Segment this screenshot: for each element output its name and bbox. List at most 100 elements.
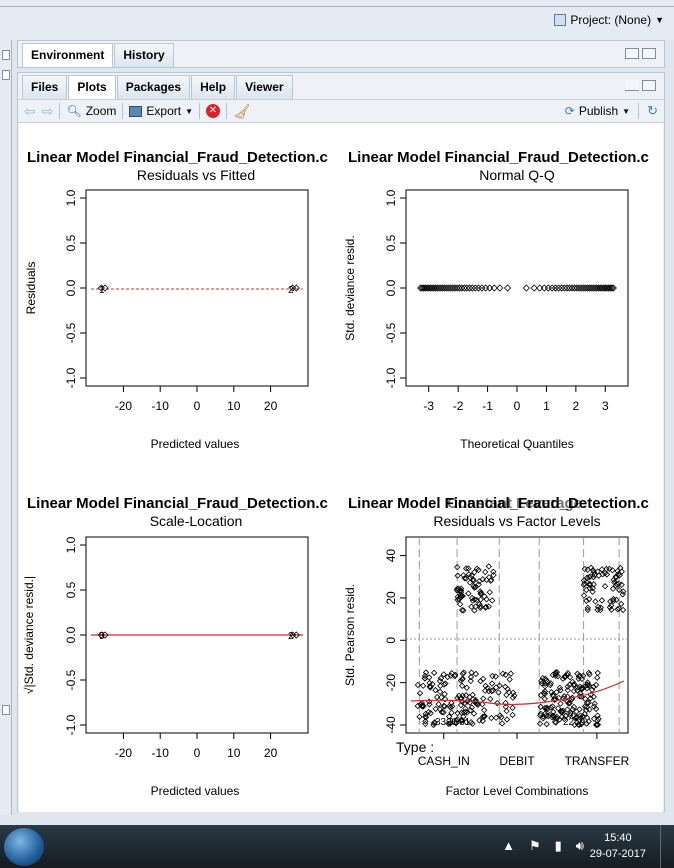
data-point [443,284,451,292]
tab-files[interactable]: Files [22,75,68,99]
data-point [576,683,584,690]
data-point [509,711,516,719]
data-point [578,721,585,728]
panel-subtitle: Scale-Location [150,513,243,529]
panel-overlap-title: Constant Leverage: [447,495,587,512]
y-tick-label: -0.5 [64,322,78,343]
data-point [477,588,484,595]
data-point [469,720,476,727]
data-point [422,714,429,721]
data-point [490,568,497,575]
data-point [567,711,574,719]
data-point [583,586,590,594]
data-point [542,675,549,682]
x-tick-label: 0 [514,399,521,413]
x-axis-label: Predicted values [151,784,240,798]
broom-icon[interactable]: 🧹︎ [233,102,251,119]
export-label: Export [146,104,182,118]
collapse-icon-2[interactable] [2,70,10,80]
data-point [474,701,482,708]
data-point [549,703,556,710]
data-point [509,694,517,701]
data-point [471,568,478,576]
data-point [458,284,466,292]
data-point [479,713,487,721]
data-point [591,700,598,707]
data-point [583,685,591,692]
tab-help[interactable]: Help [191,75,236,99]
flag-icon[interactable]: ⚑ [528,838,541,853]
remove-plot-icon[interactable]: ✕ [206,104,220,118]
data-point [614,606,621,613]
top-bar: Project: (None) ▼ [0,0,674,40]
data-point [592,681,600,689]
data-point [566,699,573,707]
data-point [492,673,499,680]
data-point [435,700,442,708]
restore-icon[interactable] [625,48,639,59]
data-point [597,604,604,611]
data-point [596,284,604,292]
y-tick-label: 0 [384,637,398,644]
tab-viewer[interactable]: Viewer [236,75,293,99]
network-icon[interactable]: ▮ [554,838,562,853]
tab-packages[interactable]: Packages [116,75,191,99]
tab-history[interactable]: History [114,43,174,67]
data-point [552,669,559,676]
back-arrow-icon[interactable]: ⇦ [24,102,36,119]
data-point [430,669,438,676]
x-axis: CASH_IN DEBIT TRANSFER [418,733,630,768]
data-point [536,284,544,292]
data-point [585,595,593,603]
data-point [452,720,460,727]
data-point [475,566,482,574]
data-point [457,701,465,709]
environment-pane: Environment History [17,40,665,68]
tab-plots[interactable]: Plots [68,75,116,99]
show-desktop-button[interactable] [660,825,674,868]
data-point [580,592,588,599]
data-point [481,593,488,600]
plot-frame [405,536,629,734]
data-point [472,670,480,678]
export-icon [129,105,143,117]
export-button[interactable]: Export ▼ [129,104,193,118]
data-point [581,695,589,703]
data-point [422,718,429,725]
x-axis: -20 -10 0 10 20 [115,386,278,413]
data-point [460,713,467,720]
data-point [482,284,490,292]
data-point [606,604,614,611]
x-tick-label: 3 [602,399,609,413]
collapse-icon[interactable] [2,50,10,60]
data-point [418,284,426,292]
project-menu[interactable]: Project: (None) ▼ [554,13,664,27]
forward-arrow-icon[interactable]: ⇨ [41,102,54,119]
refresh-icon[interactable]: ↻ [647,103,658,118]
data-point [432,705,439,713]
data-point [463,284,471,292]
data-point [416,713,423,720]
tab-environment[interactable]: Environment [22,43,114,67]
point-label: 3306 [435,717,458,728]
points [417,284,617,292]
data-point [484,684,491,692]
show-hidden-icon[interactable]: ▲ [502,838,515,853]
volume-icon[interactable]: 🔊︎ [575,838,584,853]
x-tick-label: 0 [194,399,201,413]
y-tick-label: -1.0 [64,367,78,388]
data-point [576,721,583,729]
zoom-button[interactable]: 🔍︎ Zoom [66,104,116,118]
maximize-icon[interactable] [642,48,656,59]
data-point [476,717,483,724]
publish-button[interactable]: ⟳ Publish ▼ [565,104,630,118]
minimize-icon[interactable] [625,80,639,91]
data-point [468,603,475,610]
clock[interactable]: 15:40 29-07-2017 [590,830,646,862]
restore-icon[interactable] [642,80,656,91]
data-point [496,284,504,292]
data-point [608,606,615,613]
expand-icon[interactable] [2,705,10,715]
start-button[interactable] [4,828,44,866]
data-point [460,607,467,614]
